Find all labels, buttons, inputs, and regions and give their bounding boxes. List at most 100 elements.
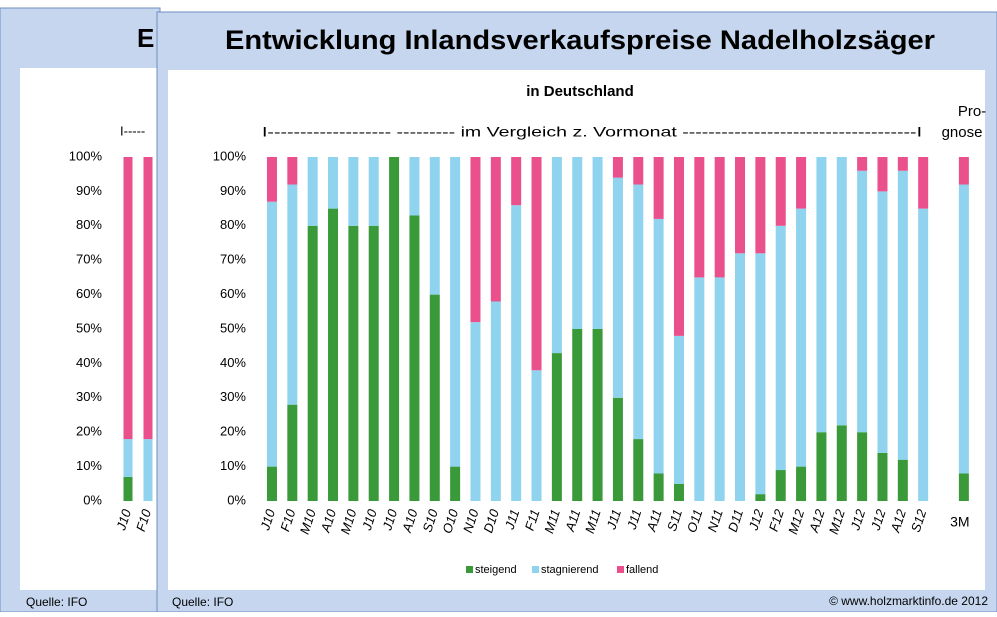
x-tick-label: O11 bbox=[684, 507, 706, 534]
y-tick-label: 90% bbox=[76, 183, 102, 198]
bar-segment bbox=[143, 157, 153, 440]
y-tick-label: 30% bbox=[220, 389, 246, 404]
bar-segment bbox=[653, 157, 664, 219]
y-tick-label: 100% bbox=[213, 148, 247, 163]
bar-segment bbox=[123, 476, 133, 501]
y-tick-label: 0% bbox=[83, 492, 102, 507]
x-tick-label: J10 bbox=[257, 507, 278, 533]
chart-subtitle: in Deutschland bbox=[526, 83, 634, 100]
y-tick-label: 20% bbox=[220, 424, 246, 439]
x-tick-label: F10 bbox=[277, 507, 298, 534]
y-tick-label: 50% bbox=[76, 320, 102, 335]
x-tick-label: A11 bbox=[643, 507, 664, 534]
y-tick-label: 60% bbox=[76, 286, 102, 301]
y-tick-label: 40% bbox=[76, 355, 102, 370]
y-tick-label: 50% bbox=[220, 320, 246, 335]
x-tick-label: J12 bbox=[868, 507, 889, 533]
x-tick-label: J12 bbox=[847, 507, 868, 533]
bar-segment bbox=[775, 470, 786, 501]
x-tick-label: J10 bbox=[359, 507, 380, 533]
bar-segment bbox=[816, 432, 827, 501]
bar-segment bbox=[429, 157, 440, 295]
bar-segment bbox=[673, 483, 684, 501]
x-tick-label: O10 bbox=[439, 507, 461, 536]
annotation: gnose bbox=[942, 124, 983, 141]
x-tick-label: M11 bbox=[582, 507, 604, 535]
bar-segment bbox=[694, 277, 705, 501]
x-tick-label: F12 bbox=[766, 507, 787, 534]
bar-segment bbox=[511, 205, 522, 501]
bar-segment bbox=[266, 157, 277, 202]
bar-segment bbox=[511, 157, 522, 206]
bar-segment bbox=[368, 157, 379, 226]
x-tick-label: D10 bbox=[480, 507, 502, 535]
bar-segment bbox=[897, 170, 908, 460]
x-tick-label: S10 bbox=[419, 507, 441, 534]
front-window: Entwicklung Inlandsverkaufspreise Nadelh… bbox=[156, 11, 997, 613]
x-tick-label: J10 bbox=[379, 507, 400, 533]
bar-segment bbox=[775, 225, 786, 471]
bar-segment bbox=[328, 208, 339, 501]
bar-segment bbox=[307, 225, 318, 502]
bar-segment bbox=[409, 215, 420, 502]
bar-segment bbox=[836, 425, 847, 501]
credit: © www.holzmarktinfo.de 2012 bbox=[829, 594, 988, 608]
bar-segment bbox=[897, 459, 908, 501]
bar-segment bbox=[714, 277, 725, 501]
y-tick-label: 60% bbox=[220, 286, 246, 301]
bar-segment bbox=[266, 466, 277, 501]
bar-segment bbox=[958, 157, 969, 185]
bar-segment bbox=[857, 432, 868, 501]
bar-segment bbox=[287, 157, 298, 185]
bar-segment bbox=[918, 157, 929, 209]
bar-segment bbox=[123, 439, 133, 477]
bar-segment bbox=[857, 170, 868, 433]
x-tick-label: J11 bbox=[603, 507, 624, 532]
bar-segment bbox=[490, 301, 501, 501]
bar-segment bbox=[450, 466, 461, 501]
legend-label: stagnierend bbox=[541, 564, 599, 576]
bar-segment bbox=[551, 353, 562, 501]
bar-segment bbox=[531, 370, 542, 501]
x-tick-label: J11 bbox=[502, 507, 523, 532]
bar-segment bbox=[694, 157, 705, 278]
bar-segment bbox=[572, 157, 583, 329]
y-tick-label: 40% bbox=[220, 355, 246, 370]
y-tick-label: 100% bbox=[69, 148, 103, 163]
bar-segment bbox=[755, 157, 766, 254]
x-tick-label: N10 bbox=[460, 507, 482, 535]
legend-label: steigend bbox=[475, 564, 517, 576]
x-tick-label: 3M bbox=[950, 514, 969, 530]
bar-segment bbox=[531, 157, 542, 371]
bar-segment bbox=[450, 157, 461, 467]
bar-segment bbox=[877, 157, 888, 192]
annotation: I------------------- --------- im Vergle… bbox=[262, 124, 922, 140]
chart-title: E bbox=[137, 23, 154, 53]
bar-segment bbox=[572, 329, 583, 501]
y-tick-label: 0% bbox=[227, 492, 246, 507]
y-tick-label: 10% bbox=[76, 458, 102, 473]
bar-segment bbox=[755, 253, 766, 495]
legend-label: fallend bbox=[626, 564, 658, 576]
bar-segment bbox=[653, 473, 664, 501]
bar-segment bbox=[348, 157, 359, 226]
legend-swatch bbox=[532, 566, 539, 573]
bar-segment bbox=[143, 439, 153, 501]
x-tick-label: A10 bbox=[399, 507, 421, 535]
x-tick-label: A12 bbox=[806, 507, 828, 535]
bar-segment bbox=[612, 157, 623, 178]
bar-segment bbox=[123, 157, 133, 440]
bar-segment bbox=[409, 157, 420, 216]
bar-segment bbox=[429, 294, 440, 501]
x-tick-label: F11 bbox=[522, 507, 543, 532]
y-tick-label: 70% bbox=[76, 252, 102, 267]
bar-segment bbox=[633, 157, 644, 185]
bar-segment bbox=[958, 473, 969, 501]
bar-segment bbox=[775, 157, 786, 226]
bar-segment bbox=[673, 335, 684, 484]
x-tick-label: A12 bbox=[887, 507, 909, 535]
bar-segment bbox=[592, 157, 603, 329]
y-tick-label: 90% bbox=[220, 183, 246, 198]
x-tick-label: J11 bbox=[624, 507, 645, 532]
